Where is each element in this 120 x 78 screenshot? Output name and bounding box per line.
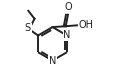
Text: OH: OH xyxy=(79,20,94,30)
Text: O: O xyxy=(65,2,72,12)
Text: N: N xyxy=(63,30,71,40)
Text: S: S xyxy=(25,23,31,33)
Text: N: N xyxy=(49,56,56,66)
